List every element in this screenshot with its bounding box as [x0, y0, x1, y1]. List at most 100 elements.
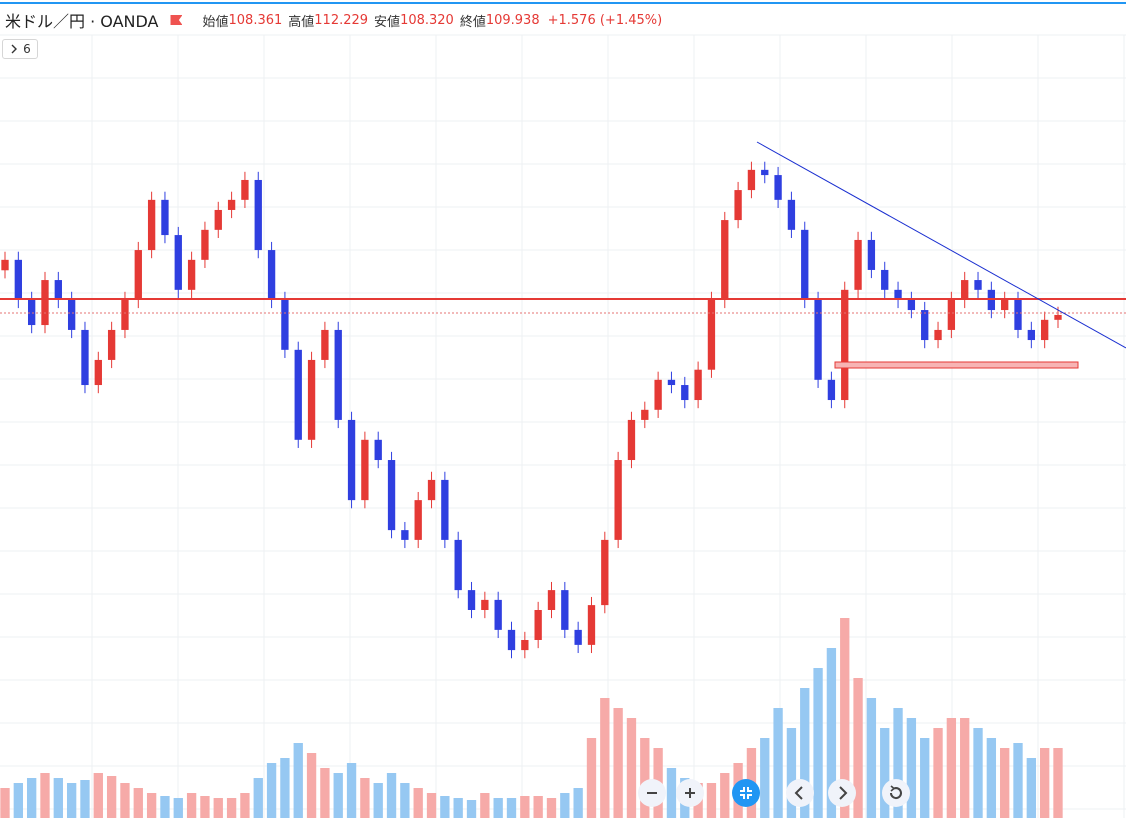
- candle-body: [387, 460, 396, 531]
- candle-body: [1041, 319, 1049, 341]
- volume-bar: [786, 728, 797, 818]
- volume-bar: [186, 793, 197, 818]
- candle-body: [761, 169, 769, 176]
- candle-body: [681, 385, 689, 401]
- volume-bar: [266, 763, 277, 818]
- reset-scale-button[interactable]: [732, 779, 760, 807]
- candle-body: [27, 299, 36, 326]
- candle-body: [307, 359, 316, 440]
- volume-bar: [573, 788, 583, 818]
- candle-body: [654, 379, 662, 410]
- volume-bar: [866, 698, 877, 818]
- zoom-in-button[interactable]: [676, 779, 704, 807]
- candle-body: [814, 299, 822, 380]
- candle-body: [867, 239, 876, 270]
- candle-body: [934, 329, 942, 341]
- volume-bar: [53, 778, 63, 818]
- candle-body: [187, 259, 196, 290]
- candle-body: [161, 199, 169, 236]
- candle-body: [134, 250, 142, 300]
- volume-bar: [920, 738, 930, 818]
- volume-bar: [480, 793, 490, 818]
- candle-body: [641, 409, 649, 420]
- candle-body: [107, 329, 116, 360]
- candle-body: [334, 329, 342, 420]
- volume-bar: [440, 796, 450, 818]
- volume-bar: [586, 738, 597, 818]
- candle-body: [441, 479, 449, 540]
- candle-body: [1001, 299, 1009, 311]
- candle-body: [561, 590, 569, 630]
- ohlc-label: 高値: [288, 14, 315, 30]
- volume-bar: [13, 783, 23, 818]
- volume-bar: [40, 773, 50, 818]
- volume-bar: [560, 793, 570, 818]
- candle-body: [254, 179, 262, 251]
- volume-bar: [973, 728, 983, 818]
- volume-bar: [240, 793, 250, 818]
- candle-body: [321, 329, 329, 360]
- flag-icon: [170, 15, 183, 25]
- candle-body: [707, 299, 716, 370]
- volume-bar: [306, 753, 317, 818]
- candle-body: [147, 199, 156, 251]
- candle-body: [481, 599, 489, 610]
- volume-bar: [813, 668, 823, 818]
- volume-bar: [546, 798, 557, 818]
- candle-body: [841, 289, 849, 401]
- candle-body: [1027, 329, 1036, 341]
- volume-bar: [1053, 748, 1063, 818]
- candle-body: [907, 299, 916, 311]
- volume-bar: [906, 718, 917, 818]
- candle-body: [854, 239, 862, 290]
- candle-body: [974, 280, 982, 290]
- indicator-toggle[interactable]: 6: [2, 39, 38, 59]
- volume-bar: [640, 738, 650, 818]
- volume-bar: [333, 773, 343, 818]
- candle-body: [467, 590, 476, 610]
- volume-bar: [386, 773, 397, 818]
- candle-body: [534, 609, 542, 640]
- candle-body: [241, 179, 249, 200]
- volume-bar: [613, 708, 623, 818]
- candle-body: [667, 379, 676, 386]
- candle-body: [801, 229, 809, 300]
- candle-body: [121, 299, 129, 330]
- candle-body: [227, 199, 236, 210]
- scroll-left-button[interactable]: [786, 779, 814, 807]
- volume-bar: [706, 783, 717, 818]
- volume-bar: [280, 758, 290, 818]
- volume-bar: [0, 788, 10, 818]
- candle-body: [41, 280, 49, 326]
- candle-body: [881, 269, 889, 290]
- volume-bar: [506, 798, 517, 818]
- volume-bar: [173, 798, 183, 818]
- volume-bar: [400, 783, 410, 818]
- symbol: 米ドル／円 · OANDA: [5, 12, 159, 31]
- candle-body: [961, 280, 969, 300]
- volume-bar: [1013, 743, 1023, 818]
- header: 米ドル／円 · OANDA 始値 108.361 高値 112.229 安値 108.…: [5, 10, 662, 31]
- volume-bar: [66, 783, 77, 818]
- candle-body: [414, 500, 422, 540]
- candle-body: [281, 299, 289, 350]
- volume-bar: [600, 698, 610, 818]
- zoom-out-button[interactable]: [638, 779, 666, 807]
- candle-body: [601, 539, 609, 606]
- volume-bar: [120, 783, 130, 818]
- volume-bar: [800, 688, 810, 818]
- candle-body: [921, 310, 929, 341]
- volume-bar: [986, 738, 997, 818]
- candle-body: [894, 289, 902, 300]
- candle-body: [294, 349, 302, 440]
- indicator-count: 6: [23, 42, 31, 56]
- candle-body: [614, 460, 622, 540]
- candle-body: [347, 419, 356, 501]
- volume-bar: [106, 776, 117, 818]
- refresh-button[interactable]: [882, 779, 910, 807]
- ohlc-value: 109.938: [485, 12, 540, 28]
- candle-body: [774, 175, 782, 200]
- candle-body: [721, 220, 729, 300]
- scroll-right-button[interactable]: [828, 779, 856, 807]
- trend-line: [756, 141, 1126, 349]
